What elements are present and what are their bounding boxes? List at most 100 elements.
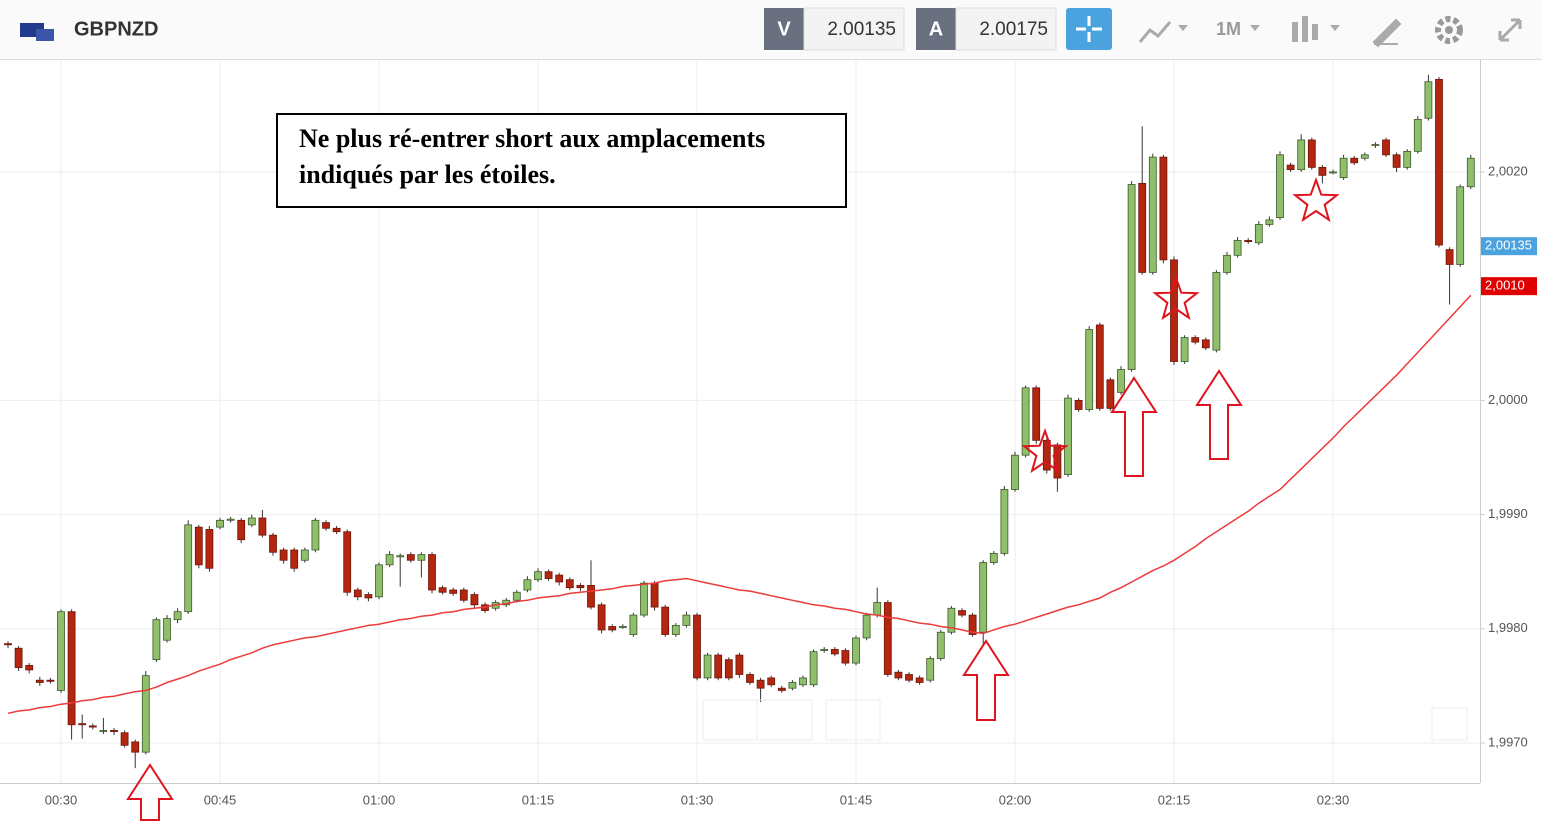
candle-body: [1413, 118, 1422, 152]
x-tick-label: 00:45: [204, 792, 237, 807]
price-label-box: [1481, 277, 1537, 296]
candle-body: [1424, 81, 1433, 119]
candle-body: [862, 614, 871, 639]
candle-body: [1053, 444, 1062, 479]
candle-body: [820, 648, 829, 651]
candle-body: [936, 631, 945, 659]
candle-body: [163, 618, 171, 641]
candle-body: [1201, 339, 1210, 349]
candle-body: [830, 648, 839, 655]
candle-body: [449, 589, 458, 594]
candle-body: [597, 604, 606, 631]
star: [1021, 428, 1069, 474]
crosshair-button[interactable]: [1066, 8, 1112, 50]
candle-body: [1403, 150, 1412, 168]
candle-body: [746, 674, 754, 683]
candle-body: [693, 614, 701, 679]
sell-button[interactable]: [764, 8, 804, 50]
candle-body: [1042, 439, 1051, 471]
candle-body: [406, 554, 415, 561]
candle-body: [650, 582, 659, 608]
buy-price-box[interactable]: [955, 7, 1057, 51]
price-label-box: [1481, 237, 1537, 256]
candle-body: [269, 534, 277, 553]
dropdown: [1250, 25, 1260, 31]
candle-body: [756, 679, 765, 689]
plot-area: [0, 60, 1480, 783]
candle-body: [364, 594, 373, 599]
candle-body: [258, 517, 267, 536]
candle-body: [205, 529, 214, 569]
annotation: Ne plus ré-entrer short aux amplacements…: [276, 113, 847, 208]
settings-icon: [1445, 26, 1453, 34]
candle-body: [1138, 182, 1147, 273]
candle-body: [1233, 240, 1242, 256]
candle-body: [555, 574, 564, 583]
candle-body: [1382, 139, 1390, 156]
candle-body: [311, 519, 320, 551]
star: [1152, 275, 1200, 321]
arrow: [1110, 376, 1158, 477]
candle-body: [618, 626, 627, 628]
crosshair-icon: [1076, 16, 1102, 42]
candle-body: [629, 614, 638, 635]
candle-body: [78, 723, 87, 726]
x-tick-label: 02:15: [1158, 792, 1191, 807]
candle-body: [1297, 139, 1306, 171]
candle-body: [968, 614, 977, 635]
candle-body: [1191, 337, 1200, 343]
control[interactable]: [825, 699, 881, 741]
control[interactable]: [1431, 707, 1468, 741]
candle-body: [671, 624, 680, 635]
candle-body: [724, 659, 733, 679]
chart-type-icon[interactable]: [1138, 21, 1172, 43]
flag: [36, 29, 54, 41]
candle-body: [979, 562, 988, 633]
buy-button[interactable]: [916, 8, 956, 50]
candle-body: [343, 531, 352, 593]
candle-body: [141, 675, 150, 753]
candle-body: [788, 682, 797, 689]
x-tick-label: 01:30: [681, 792, 714, 807]
candles-icon[interactable]: [1292, 16, 1318, 42]
candle-body: [989, 553, 998, 563]
x-tick-label: 00:30: [45, 792, 78, 807]
candle-body: [873, 602, 882, 616]
buy-label: A: [929, 18, 943, 40]
candle-body: [1064, 397, 1072, 476]
annotation-text: indiqués par les étoiles.: [299, 160, 556, 189]
candle-body: [576, 585, 585, 589]
candle-body: [1011, 454, 1019, 490]
candle-body: [947, 607, 956, 633]
candle-body: [1127, 184, 1136, 370]
candle-body: [1339, 157, 1348, 179]
candle-body: [1360, 154, 1369, 159]
annotation-box: [276, 113, 847, 208]
expand-icon[interactable]: [1498, 18, 1522, 42]
settings-icon[interactable]: [1435, 16, 1463, 44]
candle-body: [661, 606, 670, 635]
candle-body: [534, 571, 542, 581]
candle-body: [57, 611, 65, 691]
candle-body: [1445, 249, 1454, 265]
candle-body: [799, 677, 807, 686]
y-tick-label: 1,9980: [1488, 620, 1528, 635]
candle-body: [1085, 329, 1094, 410]
interval[interactable]: 1M: [1216, 19, 1241, 39]
star: [1292, 177, 1340, 223]
candle-body: [428, 554, 436, 591]
candle-body: [300, 549, 309, 561]
candle-body: [958, 610, 966, 616]
candle-body: [1032, 387, 1041, 441]
draw-icon[interactable]: [1372, 18, 1402, 48]
candle-body: [1456, 186, 1465, 265]
candle-body: [1466, 157, 1475, 188]
candle-body: [1286, 164, 1295, 171]
candle-body: [1159, 156, 1168, 261]
candle-body: [110, 730, 118, 733]
candle-body: [194, 526, 203, 566]
arrow: [962, 639, 1010, 721]
symbol: GBPNZD: [74, 18, 158, 40]
candle-body: [67, 611, 76, 726]
sell-price-box[interactable]: [803, 7, 905, 51]
